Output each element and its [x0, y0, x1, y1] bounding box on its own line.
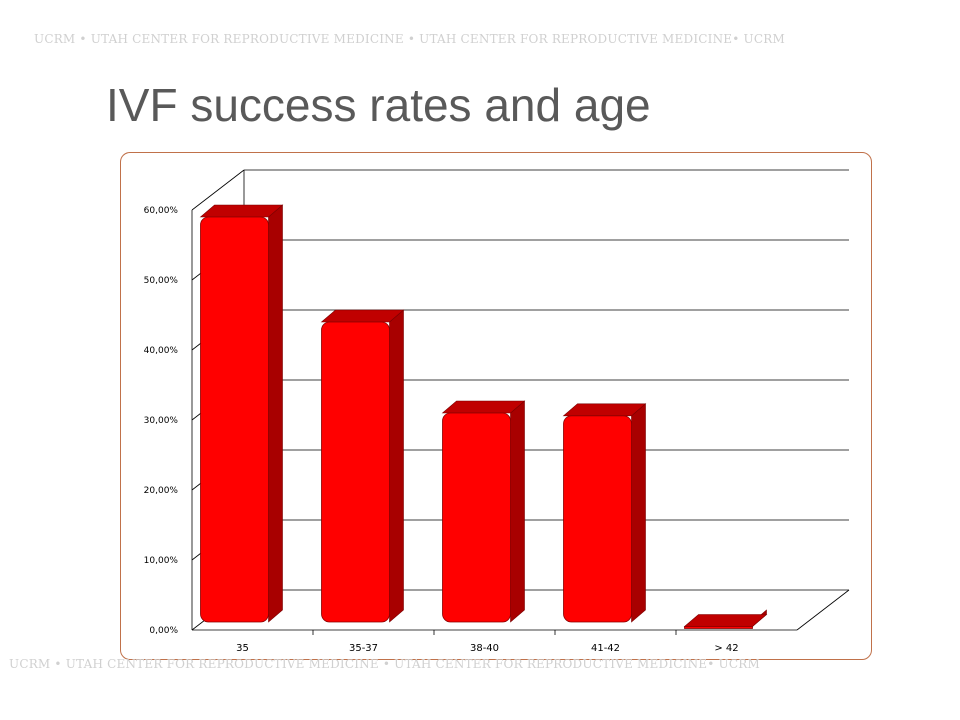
- bar: [321, 321, 390, 623]
- y-tick-label: 40,00%: [144, 346, 179, 356]
- x-tick-label: 35-37: [349, 643, 378, 654]
- bar-side: [510, 400, 525, 623]
- slide-title: IVF success rates and age: [106, 79, 651, 131]
- bar: [563, 415, 632, 623]
- y-tick-label: 30,00%: [144, 416, 179, 426]
- bar-top: [199, 204, 284, 218]
- x-tick-label: > 42: [714, 643, 738, 654]
- bar-top: [562, 403, 647, 417]
- bottom-banner-text: UCRM • UTAH CENTER FOR REPRODUCTIVE MEDI…: [9, 657, 760, 671]
- x-tick-label: 38-40: [470, 643, 499, 654]
- y-tick-label: 50,00%: [144, 276, 179, 286]
- bar: [679, 621, 758, 634]
- bar-top: [683, 614, 768, 627]
- bar-side: [268, 204, 283, 623]
- bar-side: [389, 309, 404, 623]
- gridline-side: [191, 169, 245, 211]
- bar-top: [320, 309, 405, 323]
- bar: [442, 412, 511, 623]
- y-tick-label: 60,00%: [144, 206, 179, 216]
- x-tick-label: 41-42: [591, 643, 620, 654]
- bar: [200, 216, 269, 623]
- x-tick-label: 35: [236, 643, 249, 654]
- bar-side: [631, 403, 646, 623]
- y-tick-label: 0,00%: [149, 626, 178, 636]
- y-tick-label: 20,00%: [144, 486, 179, 496]
- y-tick-label: 10,00%: [144, 556, 179, 566]
- floor-edge: [796, 589, 850, 631]
- top-banner-text: UCRM • UTAH CENTER FOR REPRODUCTIVE MEDI…: [34, 32, 785, 46]
- bar-top: [441, 400, 526, 414]
